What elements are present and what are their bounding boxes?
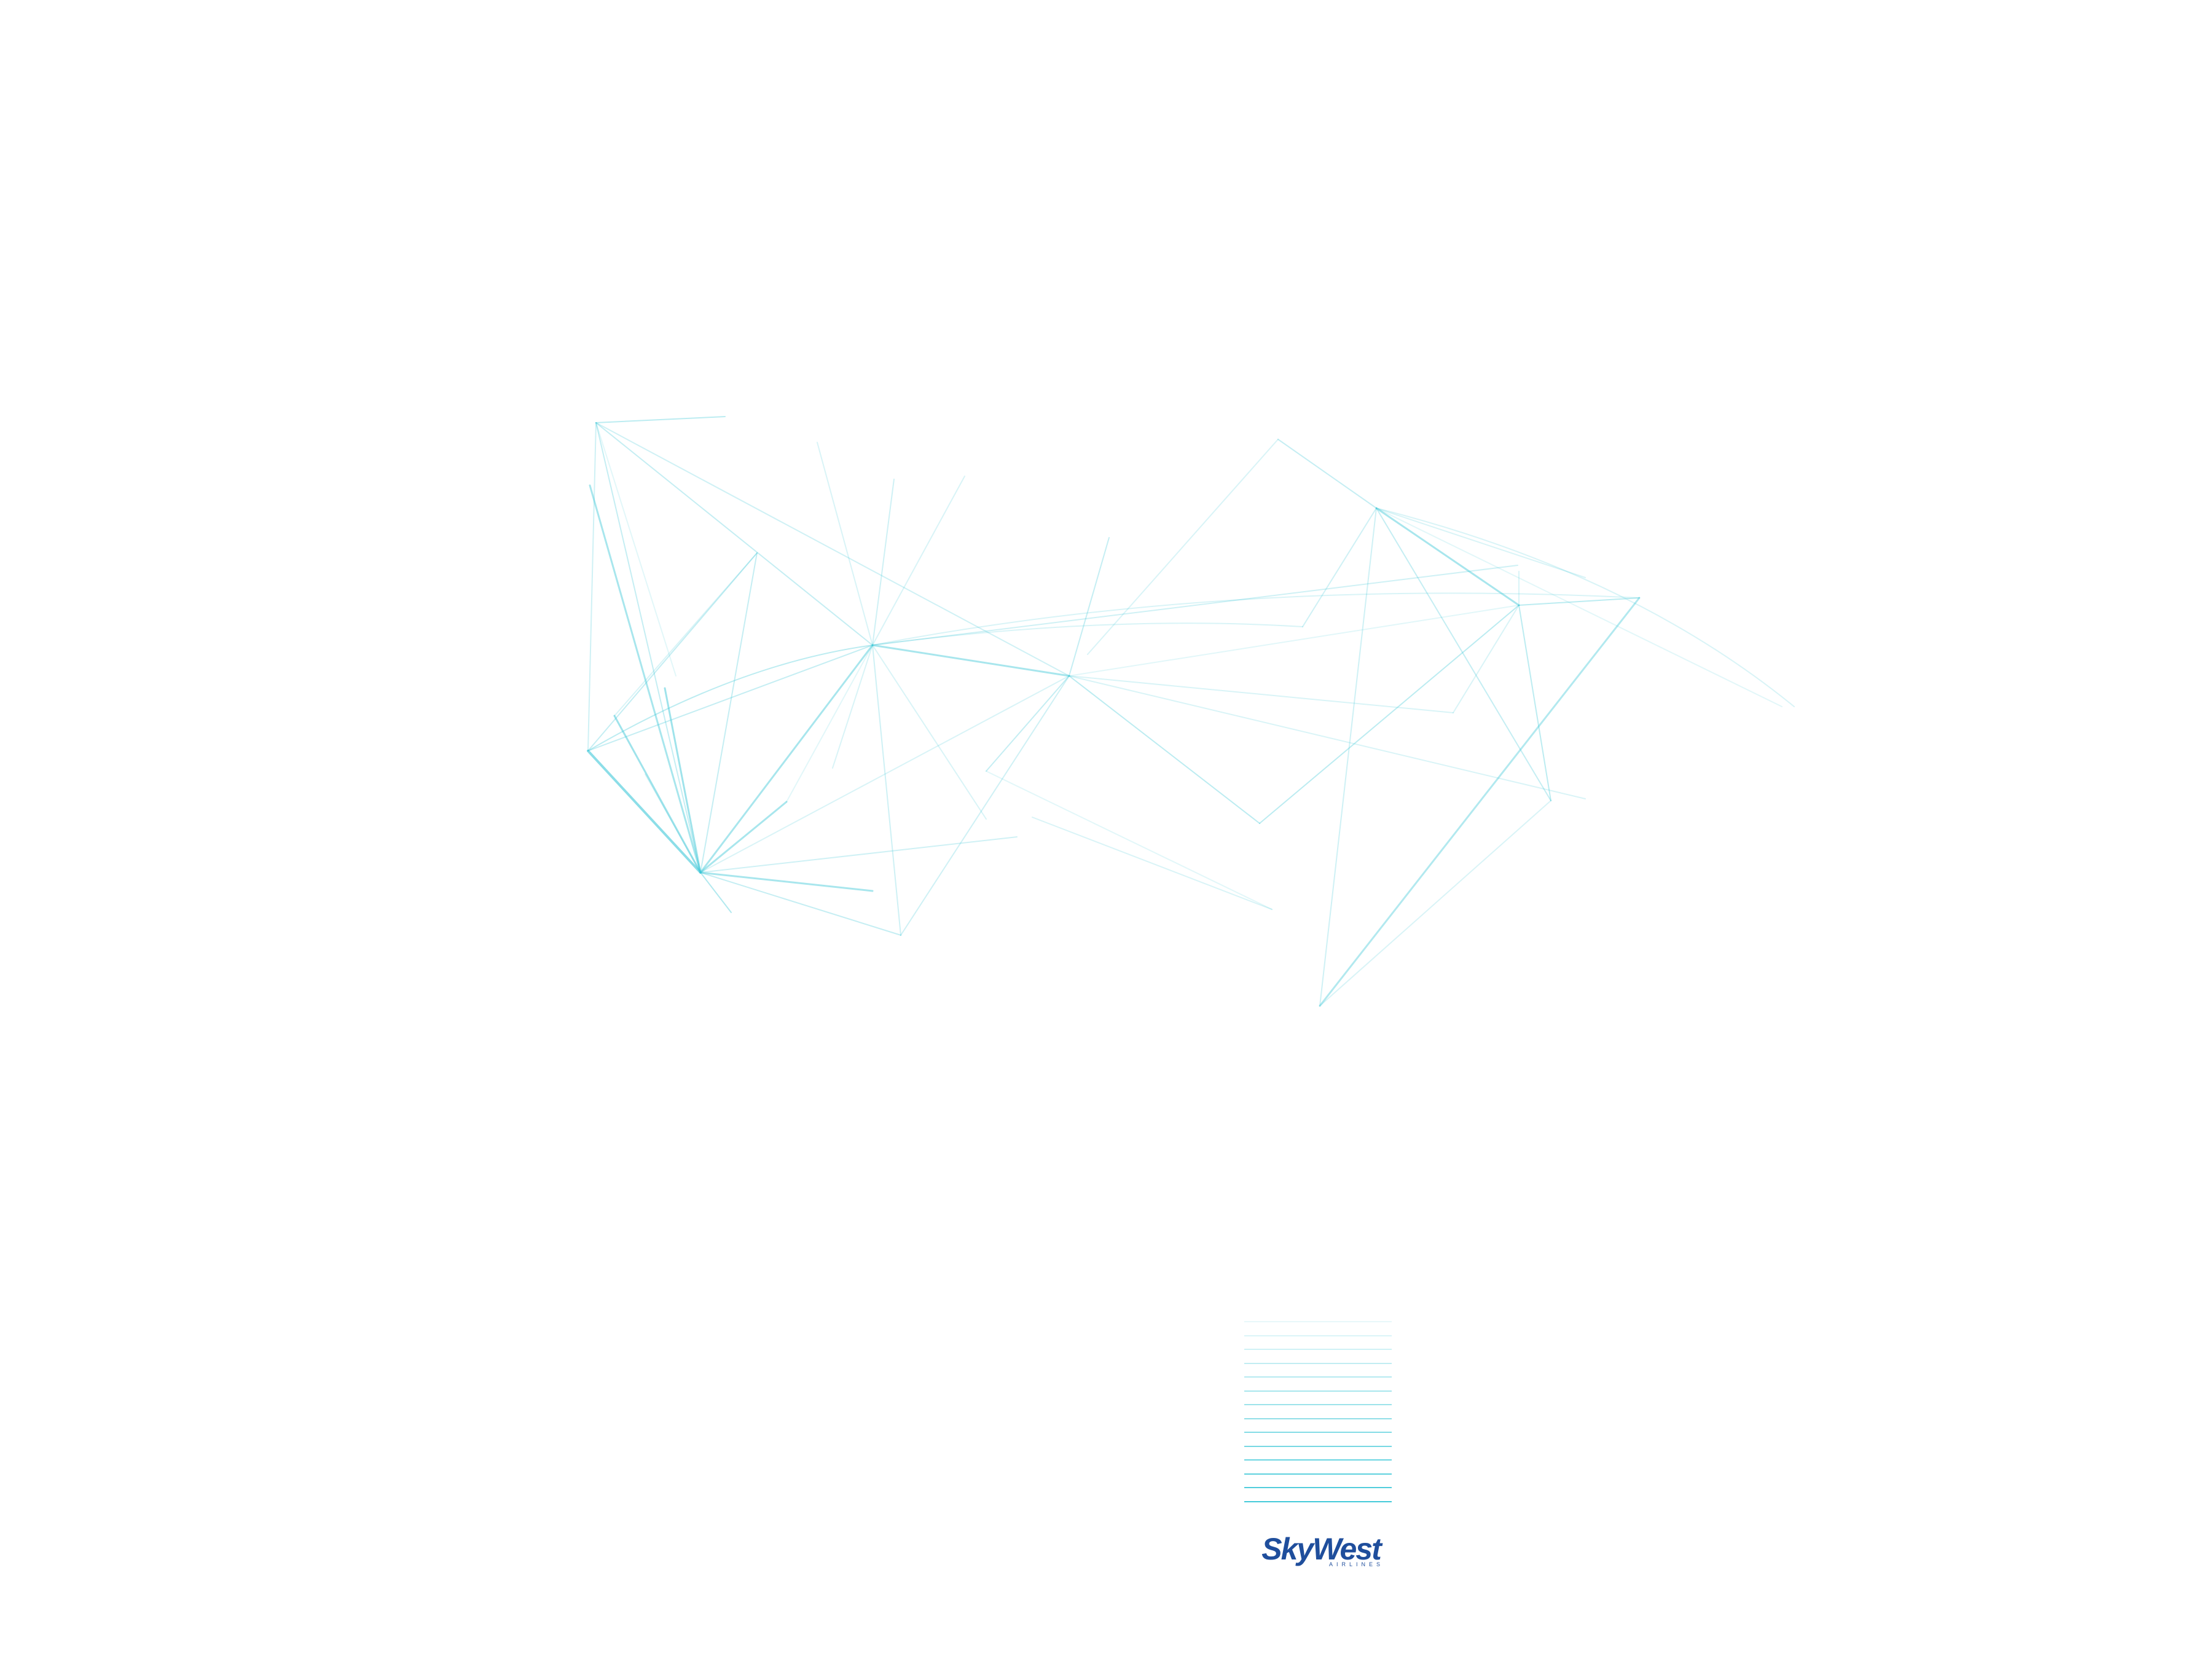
logo-wordmark: SkyWest (1261, 1532, 1382, 1566)
legend-line (1244, 1487, 1392, 1488)
route-line (1518, 597, 1640, 606)
route-line (664, 687, 702, 874)
route-line (700, 836, 1018, 873)
route-line (817, 442, 873, 646)
route-line (587, 750, 702, 874)
line-density-legend (1244, 1321, 1392, 1512)
legend-line (1244, 1459, 1392, 1461)
route-line (595, 422, 1070, 677)
route-line (1087, 439, 1279, 655)
route-line (595, 422, 677, 677)
route-line (1069, 675, 1454, 713)
route-line (613, 715, 702, 874)
route-arc (872, 592, 1640, 646)
legend-line (1244, 1349, 1392, 1350)
route-line (986, 675, 1070, 772)
route-line (700, 872, 732, 913)
route-line (595, 416, 726, 423)
route-line (699, 644, 874, 874)
route-line (1375, 507, 1520, 606)
route-line (1376, 508, 1551, 801)
route-line (1376, 508, 1783, 707)
route-line (700, 552, 758, 873)
route-line (1069, 675, 1586, 799)
legend-line (1244, 1335, 1392, 1336)
route-line (700, 872, 901, 936)
route-line (587, 422, 597, 751)
legend-line (1244, 1390, 1392, 1392)
route-line (699, 801, 788, 874)
route-line (872, 565, 1518, 646)
route-line (1069, 675, 1260, 824)
route-line (595, 422, 873, 646)
route-line (986, 771, 1273, 910)
route-line (872, 645, 987, 820)
legend-line (1244, 1376, 1392, 1378)
route-line (1277, 439, 1377, 509)
route-line (1453, 605, 1520, 713)
route-line (871, 644, 1070, 677)
legend-line (1244, 1404, 1392, 1405)
route-line (786, 645, 873, 802)
route-line (595, 422, 701, 873)
route-line (614, 552, 758, 716)
route-line (872, 476, 965, 646)
route-line (1376, 508, 1586, 578)
route-arc (872, 622, 1303, 646)
route-line (832, 645, 873, 769)
route-line (872, 479, 895, 646)
route-line (1032, 817, 1273, 910)
route-line (1069, 537, 1110, 677)
route-line (1259, 605, 1520, 824)
legend-line (1244, 1362, 1392, 1364)
route-line (1069, 605, 1520, 677)
route-line (1518, 605, 1551, 801)
route-line (587, 645, 873, 751)
legend-line (1244, 1321, 1392, 1322)
route-line (699, 871, 874, 892)
legend-line (1244, 1445, 1392, 1447)
route-arc (587, 645, 873, 751)
legend-line (1244, 1432, 1392, 1433)
route-arc (1376, 508, 1795, 707)
route-line (645, 774, 701, 873)
route-line (900, 675, 1070, 936)
route-line (1302, 508, 1377, 627)
logo-subtext: AIRLINES (1328, 1561, 1384, 1567)
route-line (872, 645, 901, 936)
route-line (700, 675, 1070, 873)
route-line (1319, 800, 1551, 1006)
route-line (589, 484, 702, 874)
skywest-logo: SkyWest AIRLINES (1253, 1533, 1389, 1576)
route-line (1319, 597, 1641, 1007)
legend-line (1244, 1473, 1392, 1475)
legend-line (1244, 1418, 1392, 1419)
route-line (1319, 508, 1377, 1006)
legend-line (1244, 1500, 1392, 1502)
